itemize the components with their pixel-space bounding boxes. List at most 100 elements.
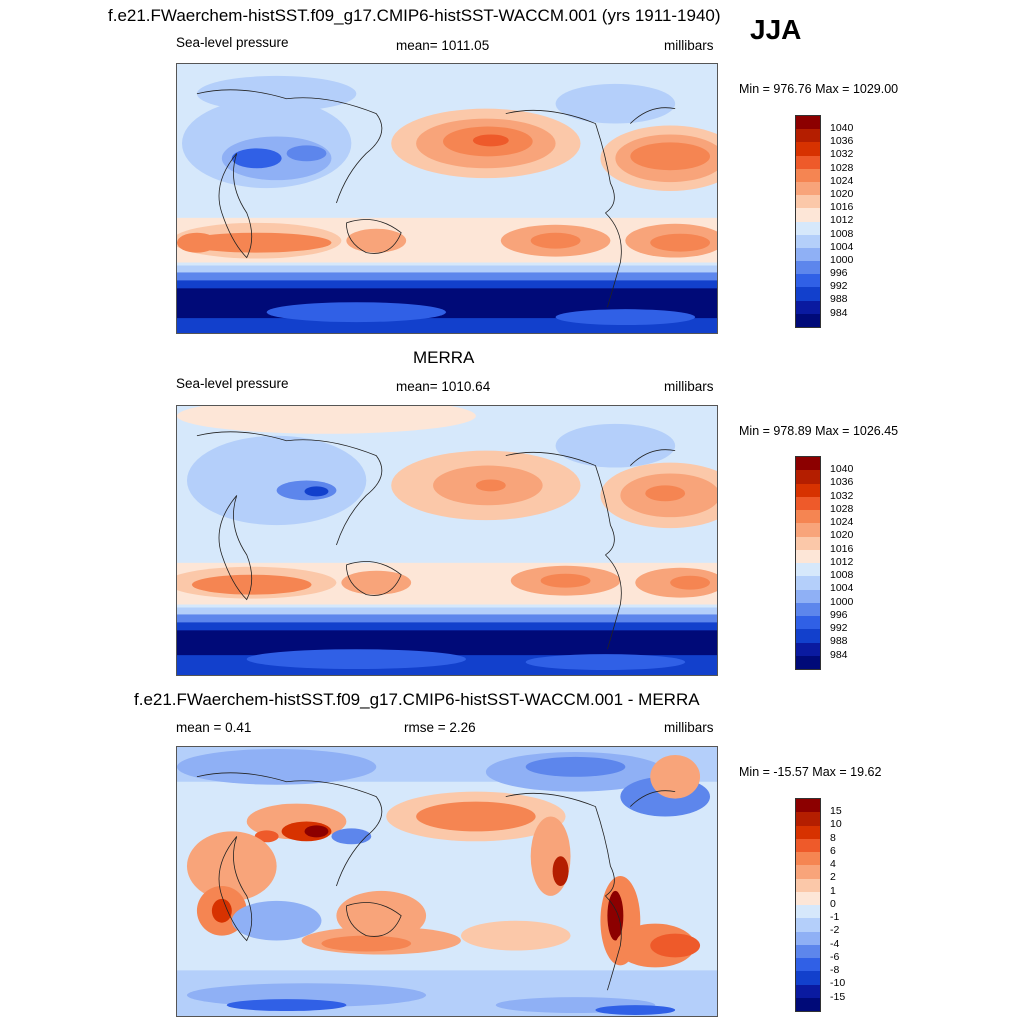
colorbar-swatch	[796, 563, 820, 577]
panel-2-right-label: millibars	[664, 379, 714, 394]
colorbar-swatch	[796, 181, 820, 196]
colorbar-swatch	[796, 549, 820, 563]
panel-2-title: MERRA	[413, 348, 475, 367]
colorbar-label: 984	[830, 648, 848, 661]
colorbar-label: 1016	[830, 201, 854, 214]
colorbar-label: -15	[830, 990, 846, 1003]
colorbar-label: 1008	[830, 227, 854, 240]
colorbar-label: 2	[830, 871, 836, 884]
colorbar-label: 1020	[830, 187, 854, 200]
panel-2-center-label: mean= 1010.64	[396, 379, 491, 394]
colorbar-label: 1036	[830, 476, 854, 489]
panel-1-colorbar	[795, 115, 821, 328]
colorbar-label: 8	[830, 831, 836, 844]
panel-2-map	[176, 405, 718, 676]
colorbar-label: 4	[830, 858, 836, 870]
colorbar-swatch	[796, 470, 820, 484]
colorbar-label: 1036	[830, 135, 854, 148]
colorbar-swatch	[796, 208, 820, 222]
colorbar-swatch	[796, 155, 820, 169]
panel-3-title: f.e21.FWaerchem-histSST.f09_g17.CMIP6-hi…	[134, 690, 700, 709]
panel-2-minmax: Min = 978.89 Max = 1026.45	[739, 424, 899, 438]
colorbar-label: 1004	[830, 582, 854, 595]
colorbar-swatch	[796, 825, 820, 839]
colorbar-label: -1	[830, 911, 840, 923]
colorbar-swatch	[796, 116, 820, 130]
panel-3-map	[176, 746, 718, 1017]
colorbar-swatch	[796, 274, 820, 288]
colorbar-swatch	[796, 997, 820, 1011]
colorbar-swatch	[796, 168, 820, 182]
colorbar-label: 1	[830, 884, 836, 897]
colorbar-label: 1000	[830, 253, 854, 266]
colorbar-label: 996	[830, 267, 848, 280]
colorbar-swatch	[796, 287, 820, 301]
colorbar-label: 984	[830, 306, 848, 319]
colorbar-label: 10	[830, 818, 842, 831]
panel-3-right-label: millibars	[664, 720, 714, 735]
colorbar-swatch	[796, 905, 820, 919]
colorbar-label: 1020	[830, 529, 854, 542]
colorbar-swatch	[796, 944, 820, 958]
panel-2-colorbar-labels: 1040 1036 1032 1028 1024 1020 1016 1012 1008 1004…	[830, 463, 853, 662]
colorbar-label: 1024	[830, 174, 854, 187]
colorbar-label: 0	[830, 897, 836, 910]
colorbar-label: -10	[830, 977, 846, 990]
colorbar-swatch	[796, 838, 820, 852]
colorbar-label: -2	[830, 924, 840, 937]
colorbar-swatch	[796, 221, 820, 235]
colorbar-swatch	[796, 510, 820, 524]
colorbar-swatch	[796, 457, 820, 471]
panel-1-right-label: millibars	[664, 38, 714, 53]
colorbar-swatch	[796, 629, 820, 643]
colorbar-label: 1028	[830, 502, 854, 515]
colorbar-swatch	[796, 616, 820, 630]
panel-2-colorbar	[795, 456, 821, 670]
colorbar-swatch	[796, 852, 820, 866]
colorbar-swatch	[796, 984, 820, 998]
colorbar-swatch	[796, 812, 820, 826]
colorbar-swatch	[796, 958, 820, 972]
panel-1-colorbar-labels: 1040 1036 1032 1028 1024 1020 1016 1012 1008 1004…	[830, 122, 853, 320]
colorbar-swatch	[796, 129, 820, 143]
colorbar-label: 1028	[830, 161, 854, 174]
colorbar-swatch	[796, 865, 820, 879]
colorbar-swatch	[796, 642, 820, 656]
colorbar-swatch	[796, 483, 820, 497]
colorbar-label: 988	[830, 293, 848, 306]
colorbar-label: 992	[830, 280, 848, 293]
colorbar-label: 1016	[830, 542, 854, 555]
panel-3-center-label: rmse = 2.26	[404, 720, 476, 735]
colorbar-swatch	[796, 655, 820, 669]
colorbar-label: 996	[830, 608, 848, 621]
colorbar-label: 1012	[830, 214, 854, 227]
colorbar-label: 1040	[830, 122, 854, 134]
panel-3-minmax: Min = -15.57 Max = 19.62	[739, 765, 882, 779]
colorbar-swatch	[796, 234, 820, 248]
colorbar-swatch	[796, 496, 820, 510]
panel-1-map	[176, 63, 718, 334]
panel-1-minmax: Min = 976.76 Max = 1029.00	[739, 82, 899, 96]
colorbar-label: 6	[830, 844, 836, 857]
colorbar-label: 1000	[830, 595, 854, 608]
colorbar-swatch	[796, 576, 820, 590]
colorbar-swatch	[796, 918, 820, 932]
colorbar-swatch	[796, 589, 820, 603]
colorbar-label: 1040	[830, 463, 854, 475]
colorbar-swatch	[796, 799, 820, 813]
colorbar-label: 1004	[830, 240, 854, 253]
colorbar-swatch	[796, 313, 820, 327]
colorbar-swatch	[796, 195, 820, 209]
colorbar-label: 15	[830, 805, 842, 817]
colorbar-swatch	[796, 142, 820, 156]
colorbar-label: -6	[830, 950, 840, 963]
panel-1-center-label: mean= 1011.05	[396, 38, 490, 53]
colorbar-label: -4	[830, 937, 840, 950]
colorbar-label: 1008	[830, 569, 854, 581]
colorbar-swatch	[796, 300, 820, 314]
colorbar-label: -8	[830, 964, 840, 976]
panel-3-left-label: mean = 0.41	[176, 720, 252, 735]
season-label: JJA	[750, 14, 802, 45]
colorbar-swatch	[796, 247, 820, 262]
colorbar-swatch	[796, 971, 820, 985]
